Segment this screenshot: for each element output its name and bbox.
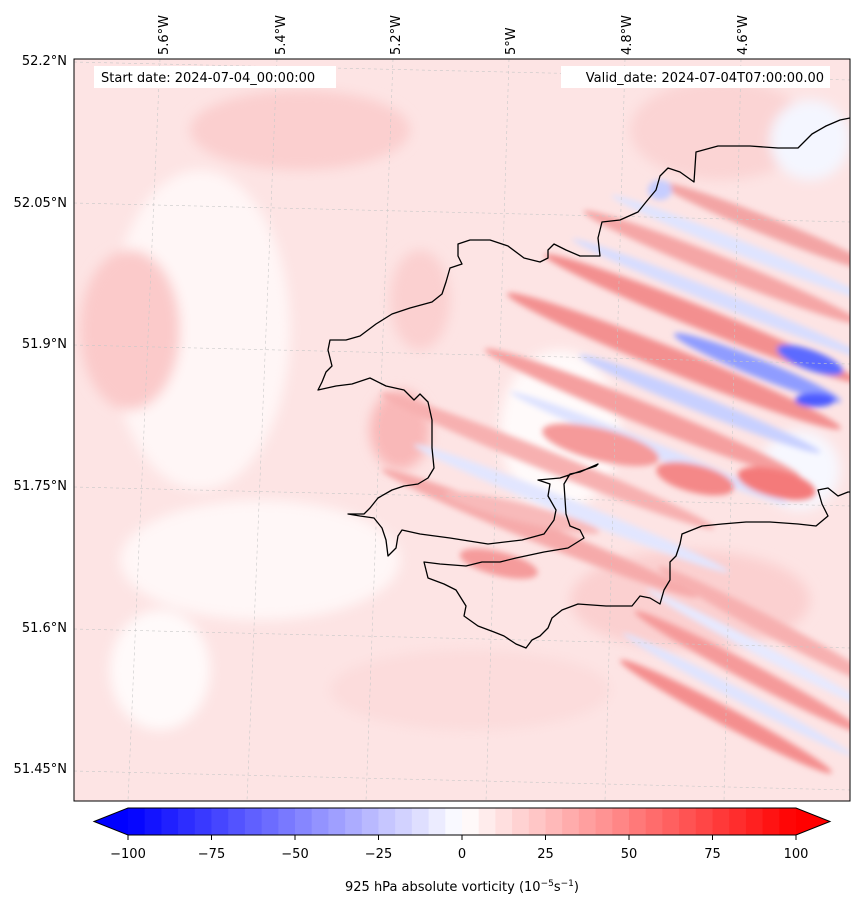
colorbar-cell [361,808,379,835]
colorbar-tick-label: 100 [784,847,809,862]
colorbar: −100 −75 −50 −25 0 25 50 75 100 925 hPa … [92,807,832,895]
colorbar-cell [612,808,630,835]
lon-tick-label: 5.4°W [274,15,289,55]
lat-tick-label: 51.6°N [22,621,67,636]
colorbar-cells [128,808,797,835]
colorbar-cell [695,808,713,835]
colorbar-cell [679,808,697,835]
colorbar-cell [411,808,430,835]
colorbar-cell [311,808,329,835]
colorbar-cell [512,808,530,835]
colorbar-ticks [127,835,797,840]
lat-tick-label: 52.2°N [22,54,67,69]
colorbar-cell [545,808,563,835]
colorbar-cell [478,808,496,835]
valid-date-text: Valid_date: 2024-07-04T07:00:00.00 [586,71,824,86]
colorbar-cell [779,808,797,835]
colorbar-cell [228,808,246,835]
colorbar-cell [462,808,480,835]
colorbar-cell [495,808,513,835]
colorbar-cell [662,808,680,835]
colorbar-cell [645,808,663,835]
colorbar-cell [261,808,279,835]
lon-tick-label: 4.8°W [620,15,635,55]
colorbar-cell [128,808,146,835]
colorbar-min-extend [94,808,128,835]
colorbar-cell [395,808,413,835]
colorbar-cell [345,808,363,835]
colorbar-cell [161,808,179,835]
colorbar-cell [328,808,346,835]
coastlines [317,117,850,649]
lat-tick-label: 51.9°N [22,337,67,352]
coastline-north [317,117,850,649]
lat-tick-label: 51.45°N [14,762,67,777]
vorticity-streaks [380,180,850,774]
colorbar-cell [194,808,212,835]
colorbar-max-extend [796,808,830,835]
colorbar-cell [445,808,463,835]
colorbar-cell [629,808,647,835]
colorbar-tick-label: 75 [704,847,721,862]
colorbar-title: 925 hPa absolute vorticity (10−5s−1) [345,879,579,895]
colorbar-cell [278,808,296,835]
colorbar-tick-label: −100 [110,847,146,862]
header-annotations: Start date: 2024-07-04_00:00:00 Valid_da… [94,66,830,88]
graticule [74,59,850,801]
map-frame [73,58,851,802]
valid-date-box [561,66,830,88]
colorbar-tick-label: 0 [458,847,466,862]
vorticity-field [80,80,850,730]
map-panel: Start date: 2024-07-04_00:00:00 Valid_da… [74,59,850,801]
latitude-labels: 52.2°N 52.05°N 51.9°N 51.75°N 51.6°N 51.… [14,54,67,777]
colorbar-tick-label: −25 [365,847,392,862]
colorbar-cell [762,808,780,835]
colorbar-cell [595,808,613,835]
longitude-labels: 5.6°W 5.4°W 5.2°W 5°W 4.8°W 4.6°W [157,15,751,55]
colorbar-tick-label: −75 [198,847,225,862]
colorbar-tick-label: 25 [537,847,554,862]
colorbar-cell [178,808,196,835]
colorbar-tick-labels: −100 −75 −50 −25 0 25 50 75 100 [110,847,808,862]
lon-tick-label: 5.6°W [157,15,172,55]
colorbar-cell [295,808,313,835]
lon-tick-label: 4.6°W [736,15,751,55]
colorbar-tick-label: 50 [621,847,638,862]
colorbar-cell [378,808,396,835]
colorbar-tick-label: −50 [281,847,308,862]
colorbar-cell [729,808,747,835]
start-date-text: Start date: 2024-07-04_00:00:00 [101,71,315,86]
colorbar-cell [428,808,446,835]
colorbar-cell [528,808,546,835]
colorbar-cell [745,808,764,835]
colorbar-cell [712,808,730,835]
colorbar-cell [211,808,229,835]
lat-tick-label: 51.75°N [14,479,67,494]
colorbar-cell [144,808,162,835]
colorbar-cell [244,808,263,835]
lon-tick-label: 5.2°W [389,15,404,55]
lon-tick-label: 5°W [504,27,519,55]
colorbar-cell [562,808,580,835]
start-date-box [94,66,336,88]
colorbar-cell [578,808,597,835]
lat-tick-label: 52.05°N [14,196,67,211]
